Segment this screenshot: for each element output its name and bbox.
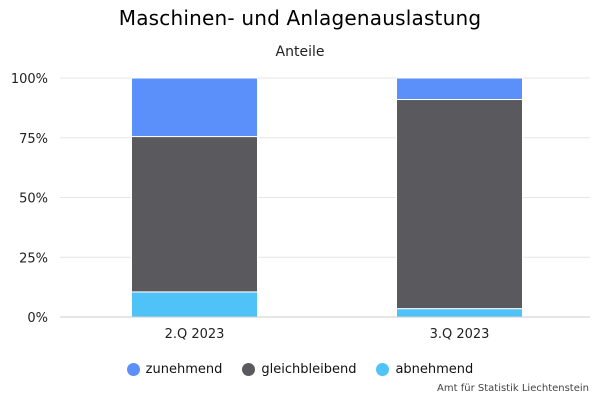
credit-text: Amt für Statistik Liechtenstein [437, 383, 589, 394]
y-tick-label: 100% [11, 72, 48, 87]
y-tick-label: 50% [19, 192, 48, 207]
bar-segment-abnehmend [131, 291, 258, 318]
x-tick-label: 2.Q 2023 [165, 327, 225, 342]
x-tick-label: 3.Q 2023 [430, 327, 490, 342]
x-axis-ticks: 2.Q 2023 3.Q 2023 [165, 327, 490, 342]
y-tick-label: 75% [19, 132, 48, 147]
legend-swatch-icon [376, 363, 390, 376]
chart-title: Maschinen- und Anlagenauslastung [118, 6, 482, 30]
bar-segment-gleichbleibend [396, 99, 523, 310]
legend: zunehmend gleichbleibend abnehmend [0, 362, 600, 377]
legend-label: zunehmend [145, 362, 223, 377]
bars-group [131, 77, 523, 318]
legend-label: gleichbleibend [261, 362, 357, 377]
bar-segment-zunehmend [396, 77, 523, 101]
y-tick-label: 25% [19, 251, 48, 266]
legend-item-zunehmend[interactable]: zunehmend [126, 362, 223, 377]
legend-swatch-icon [126, 363, 140, 376]
bar-segment-abnehmend [396, 308, 523, 318]
bar-segment-zunehmend [131, 77, 258, 138]
y-tick-label: 0% [27, 311, 48, 326]
legend-label: abnehmend [395, 362, 474, 377]
bar-segment-gleichbleibend [131, 136, 258, 293]
legend-item-gleichbleibend[interactable]: gleichbleibend [242, 362, 356, 377]
chart-subtitle: Anteile [275, 44, 325, 60]
legend-swatch-icon [242, 363, 256, 376]
y-axis-ticks: 0% 25% 50% 75% 100% [11, 72, 48, 326]
legend-item-abnehmend[interactable]: abnehmend [376, 362, 473, 377]
